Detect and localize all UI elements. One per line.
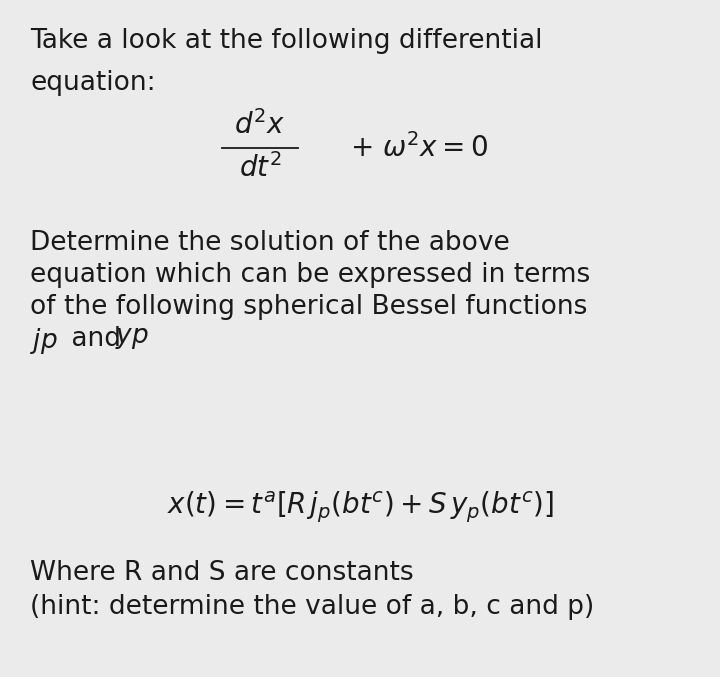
Text: (hint: determine the value of a, b, c and p): (hint: determine the value of a, b, c an… bbox=[30, 594, 594, 620]
Text: Where R and S are constants: Where R and S are constants bbox=[30, 560, 413, 586]
Text: $\mathit{jp}$: $\mathit{jp}$ bbox=[30, 326, 58, 356]
Text: equation which can be expressed in terms: equation which can be expressed in terms bbox=[30, 262, 590, 288]
Text: $d^2x$: $d^2x$ bbox=[234, 110, 286, 140]
Text: and: and bbox=[63, 326, 130, 352]
Text: $+\ \omega^2 x = 0$: $+\ \omega^2 x = 0$ bbox=[350, 133, 488, 163]
Text: $x(t) = t^{a}[R\, j_p(bt^c) + S\, y_p(bt^c)]$: $x(t) = t^{a}[R\, j_p(bt^c) + S\, y_p(bt… bbox=[166, 490, 554, 525]
Text: of the following spherical Bessel functions: of the following spherical Bessel functi… bbox=[30, 294, 588, 320]
Text: equation:: equation: bbox=[30, 70, 156, 96]
Text: $dt^2$: $dt^2$ bbox=[238, 153, 282, 183]
Text: Determine the solution of the above: Determine the solution of the above bbox=[30, 230, 510, 256]
Text: $\mathit{yp}$: $\mathit{yp}$ bbox=[115, 326, 149, 351]
Text: Take a look at the following differential: Take a look at the following differentia… bbox=[30, 28, 542, 54]
